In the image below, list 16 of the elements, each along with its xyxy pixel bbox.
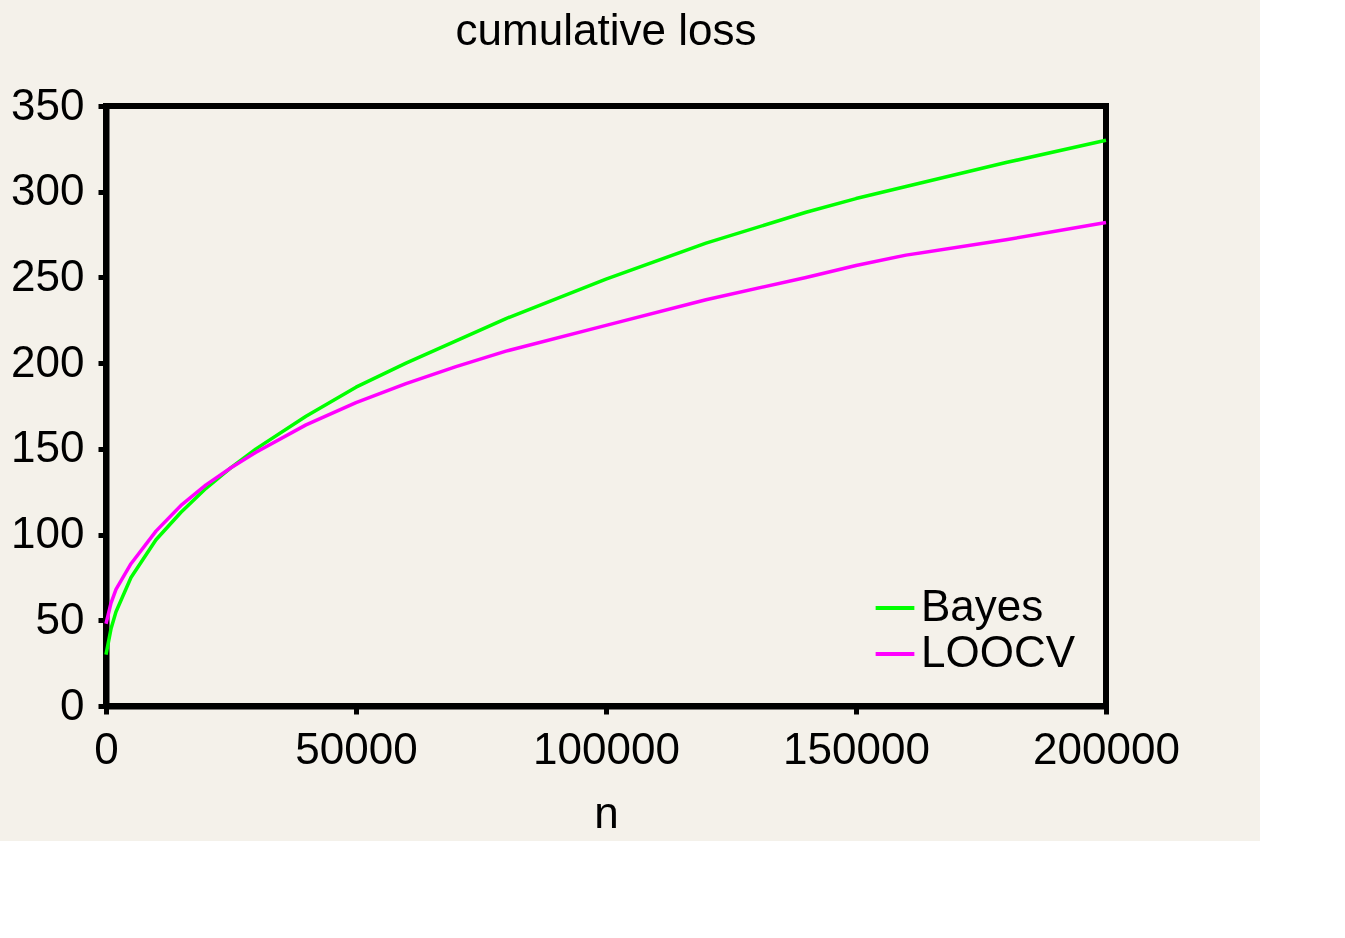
chart-title: cumulative loss <box>455 5 757 54</box>
x-tick-label: 200000 <box>1033 723 1180 773</box>
x-axis-title: n <box>594 787 619 837</box>
y-tick-label: 100 <box>11 508 85 558</box>
y-tick-label: 350 <box>11 79 85 129</box>
x-tick-label: 100000 <box>533 723 680 773</box>
y-tick-label: 50 <box>35 593 85 643</box>
y-tick-label: 0 <box>60 679 85 729</box>
y-tick-label: 150 <box>11 422 85 472</box>
y-tick-label: 300 <box>11 165 85 215</box>
legend-label: Bayes <box>921 581 1044 630</box>
x-tick-label: 0 <box>94 723 119 773</box>
x-tick-label: 50000 <box>295 723 418 773</box>
y-tick-label: 200 <box>11 336 85 386</box>
y-tick-label: 250 <box>11 250 85 300</box>
x-tick-label: 150000 <box>783 723 930 773</box>
